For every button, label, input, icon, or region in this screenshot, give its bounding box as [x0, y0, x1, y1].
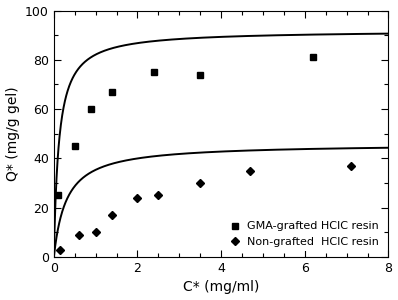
Non-grafted  HCIC resin — [198, 181, 203, 185]
GMA-grafted HCIC resin — [110, 90, 115, 94]
Non-grafted  HCIC resin — [348, 164, 353, 168]
GMA-grafted HCIC resin — [311, 56, 316, 59]
X-axis label: C* (mg/ml): C* (mg/ml) — [183, 280, 259, 294]
Non-grafted  HCIC resin — [135, 196, 140, 200]
GMA-grafted HCIC resin — [198, 73, 203, 76]
Non-grafted  HCIC resin — [76, 233, 81, 237]
GMA-grafted HCIC resin — [152, 70, 157, 74]
GMA-grafted HCIC resin — [56, 194, 60, 197]
Line: GMA-grafted HCIC resin: GMA-grafted HCIC resin — [55, 54, 317, 199]
Line: Non-grafted  HCIC resin: Non-grafted HCIC resin — [57, 163, 353, 252]
Y-axis label: Q* (mg/g gel): Q* (mg/g gel) — [6, 86, 20, 181]
GMA-grafted HCIC resin — [89, 107, 94, 111]
Non-grafted  HCIC resin — [93, 231, 98, 234]
Non-grafted  HCIC resin — [110, 213, 115, 217]
Legend: GMA-grafted HCIC resin, Non-grafted  HCIC resin: GMA-grafted HCIC resin, Non-grafted HCIC… — [225, 217, 383, 251]
Non-grafted  HCIC resin — [156, 194, 161, 197]
GMA-grafted HCIC resin — [72, 144, 77, 148]
Non-grafted  HCIC resin — [248, 169, 253, 172]
Non-grafted  HCIC resin — [58, 248, 62, 251]
